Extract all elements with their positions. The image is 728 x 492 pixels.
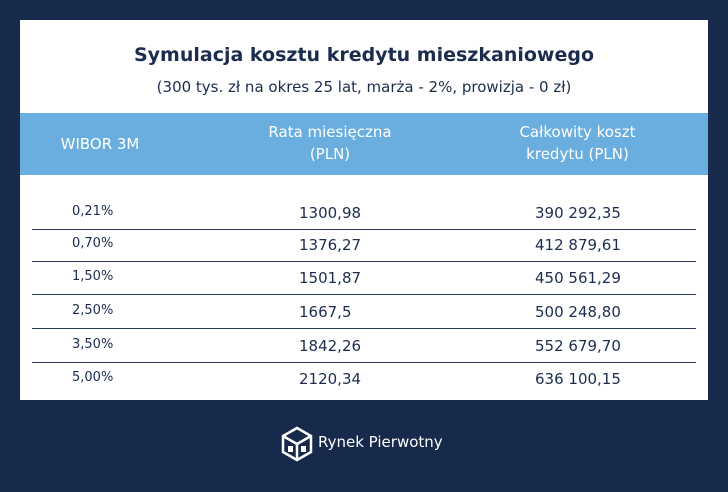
- table-row: 1,50% 1501,87 450 561,29: [32, 260, 696, 295]
- table-header: WIBOR 3M Rata miesięczna (PLN) Całkowity…: [20, 113, 708, 175]
- table-cell: 1376,27: [299, 236, 362, 254]
- table-cell: 412 879,61: [535, 236, 621, 254]
- table-cell: 1300,98: [299, 204, 362, 222]
- table-row: 0,21% 1300,98 390 292,35: [32, 195, 696, 230]
- table-cell: 2120,34: [299, 370, 362, 388]
- column-header: WIBOR 3M: [60, 135, 140, 153]
- table-card: Symulacja kosztu kredytu mieszkaniowego …: [20, 20, 708, 400]
- table-cell: 2,50%: [72, 303, 114, 318]
- brand-name: Rynek Pierwotny: [318, 433, 443, 451]
- table-cell: 1501,87: [299, 269, 362, 287]
- table-cell: 5,00%: [72, 370, 114, 385]
- table-row: 2,50% 1667,5 500 248,80: [32, 294, 696, 329]
- table-cell: 450 561,29: [535, 269, 621, 287]
- table-cell: 3,50%: [72, 337, 114, 352]
- table-cell: 390 292,35: [535, 204, 621, 222]
- table-cell: 1667,5: [299, 303, 352, 321]
- title: Symulacja kosztu kredytu mieszkaniowego: [133, 44, 595, 66]
- table-cell: 500 248,80: [535, 303, 621, 321]
- table-row: 0,70% 1376,27 412 879,61: [32, 227, 696, 262]
- table-cell: 636 100,15: [535, 370, 621, 388]
- table-row: 5,00% 2120,34 636 100,15: [32, 361, 696, 395]
- table-cell: 1,50%: [72, 269, 114, 284]
- table-cell: 1842,26: [299, 337, 362, 355]
- subtitle: (300 tys. zł na okres 25 lat, marża - 2%…: [156, 78, 572, 96]
- table-row: 3,50% 1842,26 552 679,70: [32, 328, 696, 363]
- table-cell: 0,70%: [72, 236, 114, 251]
- table-cell: 552 679,70: [535, 337, 621, 355]
- logo: [281, 426, 313, 462]
- column-header: Rata miesięczna (PLN): [268, 123, 392, 163]
- table-cell: 0,21%: [72, 204, 114, 219]
- column-header: Całkowity koszt kredytu (PLN): [519, 123, 636, 163]
